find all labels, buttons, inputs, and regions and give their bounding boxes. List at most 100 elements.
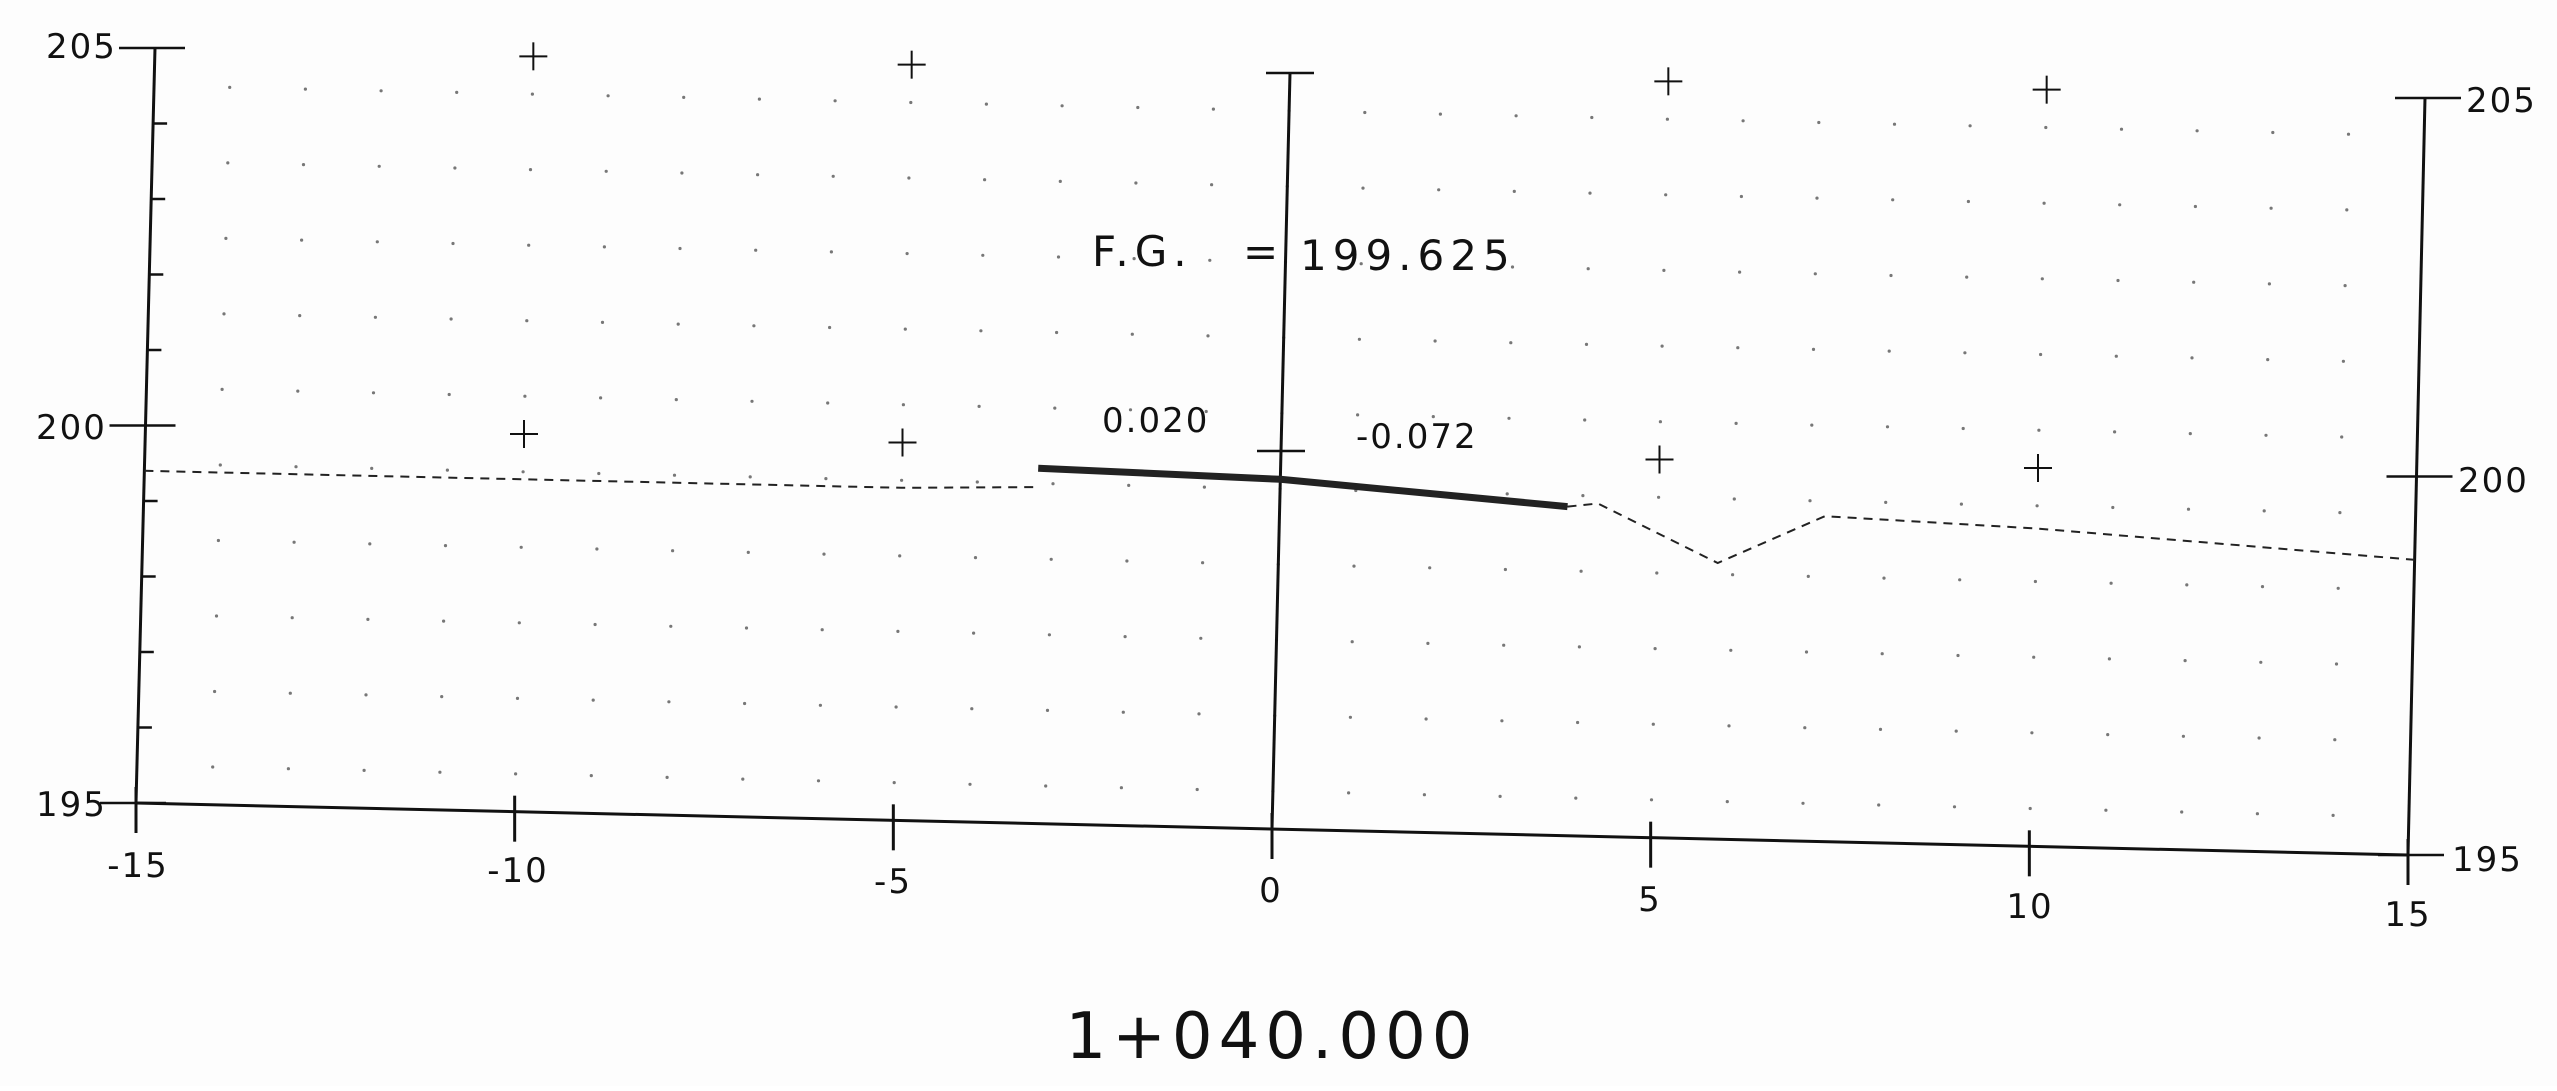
grid-dot: [2190, 356, 2194, 360]
grid-dot: [1433, 339, 1437, 343]
grid-dot: [514, 772, 518, 776]
grid-dot: [1507, 416, 1511, 420]
grid-dot: [1588, 191, 1592, 195]
existing-ground-line: [1567, 502, 2415, 565]
grid-dot: [1428, 566, 1432, 570]
finished-grade-label: F.G.: [1092, 227, 1193, 276]
grid-dot: [1729, 648, 1733, 652]
grid-dot: [682, 95, 686, 99]
grid-dot: [1195, 787, 1199, 792]
finished-grade-equals: =: [1243, 227, 1284, 276]
grid-dot: [900, 478, 904, 482]
grid-dot: [438, 770, 442, 774]
grid-dot: [743, 701, 747, 706]
grid-dot: [757, 97, 762, 101]
grid-dot: [2037, 428, 2041, 432]
grid-dot: [515, 696, 520, 701]
grid-dot: [1211, 107, 1215, 111]
grid-dot: [2264, 433, 2268, 437]
grid-dot: [1808, 499, 1812, 503]
grid-dot: [2257, 736, 2261, 740]
grid-dot: [1514, 114, 1518, 118]
grid-dot: [1130, 332, 1134, 336]
grid-dot: [750, 399, 754, 403]
grid-dot: [1958, 578, 1962, 582]
grid-dot: [831, 174, 835, 178]
grid-dot: [818, 703, 823, 707]
grid-dot: [2039, 352, 2043, 357]
grid-dot: [1968, 124, 1972, 128]
grid-dot: [1058, 179, 1062, 183]
axis-ticks: [100, 46, 2461, 885]
grid-dot: [1725, 800, 1729, 804]
grid-dot: [2260, 585, 2265, 589]
grid-dot: [1658, 420, 1662, 424]
grid-dot: [2111, 505, 2115, 510]
grid-dot: [973, 556, 978, 560]
grid-dot: [1584, 342, 1589, 346]
grid-dot: [674, 398, 678, 402]
grid-dot: [1047, 633, 1051, 637]
grid-dot: [1426, 641, 1430, 646]
grid-dot: [984, 102, 989, 106]
grid-dot: [1803, 726, 1807, 730]
grid-dot: [1204, 409, 1208, 414]
grid-dot: [1361, 186, 1365, 190]
grid-dot: [370, 466, 374, 470]
grid-dot: [222, 312, 226, 316]
grid-dot: [226, 161, 230, 165]
grid-dot: [1956, 653, 1960, 658]
grid-dot: [530, 92, 535, 96]
grid-dot: [1877, 803, 1881, 807]
grid-dot: [525, 319, 529, 323]
grid-dot: [2255, 812, 2259, 816]
y-left-tick-label: 195: [36, 785, 107, 825]
grid-dot: [2340, 435, 2344, 439]
grid-dot: [1202, 485, 1206, 489]
grid-dot: [1201, 561, 1205, 565]
grid-dot: [1510, 265, 1515, 269]
grid-dot: [752, 324, 756, 328]
grid-dot: [2336, 586, 2340, 590]
grid-dot: [1363, 110, 1367, 115]
grid-dot: [1197, 712, 1201, 716]
grid-dot: [298, 314, 302, 318]
grid-dot: [1813, 272, 1817, 276]
grid-dot: [2195, 129, 2199, 133]
grid-dot: [453, 166, 457, 170]
grid-dot: [1817, 120, 1821, 125]
grid-dot: [907, 176, 911, 180]
grid-dot: [1055, 330, 1059, 335]
grid-dot: [599, 396, 603, 400]
grid-dot: [1502, 643, 1506, 647]
grid-dot: [1128, 408, 1133, 412]
grid-dot: [2341, 359, 2345, 363]
grid-dot: [1199, 636, 1203, 640]
grid-dot: [1498, 794, 1502, 799]
grid-dot: [2035, 504, 2039, 508]
y-left-tick-label: 200: [36, 408, 107, 448]
grid-dot: [1889, 273, 1893, 278]
grid-dot: [746, 550, 750, 555]
grid-dot: [2044, 125, 2048, 130]
grid-dot: [1424, 717, 1428, 721]
grid-dot: [455, 90, 459, 94]
grid-dot: [1961, 426, 1965, 431]
grid-dot: [2119, 127, 2124, 131]
grid-dot: [366, 617, 370, 622]
grid-dot: [2333, 738, 2337, 742]
grid-dot: [1664, 193, 1668, 197]
grid-dot: [2266, 358, 2270, 362]
grid-dot: [591, 698, 595, 702]
grid-dot: [744, 626, 749, 630]
x-tick-label: -15: [107, 846, 169, 886]
grid-dot: [300, 238, 304, 242]
grid-dot: [968, 782, 972, 786]
grid-dot: [1891, 198, 1895, 202]
grid-dot: [296, 389, 300, 393]
grid-dot: [2267, 282, 2271, 286]
grid-dot: [371, 391, 376, 395]
grid-dot: [1127, 483, 1131, 487]
